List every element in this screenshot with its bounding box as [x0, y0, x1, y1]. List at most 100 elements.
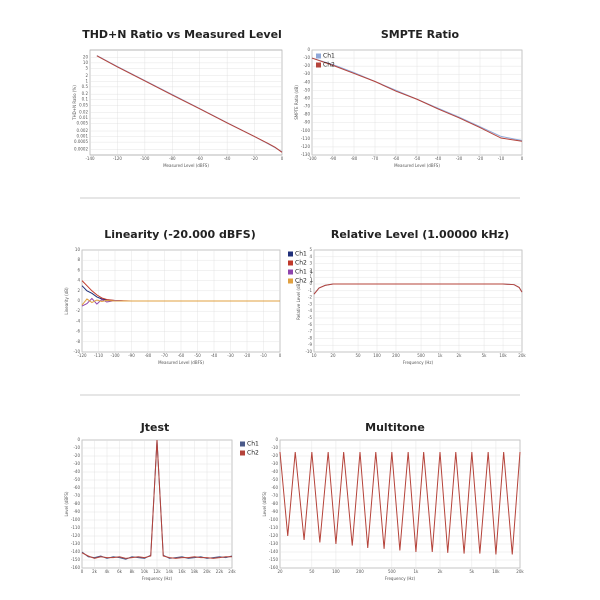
x-tick-label: 50 [355, 353, 361, 358]
x-tick-label: -10 [260, 353, 267, 358]
x-tick-label: 100 [332, 569, 340, 574]
y-tick-label: -40 [303, 79, 310, 84]
x-tick-label: 22k [216, 569, 224, 574]
y-tick-label: 4 [309, 254, 312, 259]
x-axis-label: Frequency (Hz) [142, 576, 173, 581]
y-axis-label: Relative Level (dB) [296, 282, 301, 320]
y-tick-label: -140 [269, 549, 279, 554]
x-tick-label: 2k [438, 569, 444, 574]
y-tick-label: -4 [308, 308, 312, 313]
y-tick-label: -8 [76, 339, 80, 344]
y-tick-label: -110 [71, 525, 81, 530]
y-tick-label: -3 [308, 301, 312, 306]
legend-swatch [288, 251, 293, 257]
x-tick-label: 2k [457, 353, 463, 358]
x-tick-label: -60 [178, 353, 185, 358]
series-line [311, 57, 523, 142]
x-tick-label: 1k [438, 353, 444, 358]
chart-title: THD+N Ratio vs Measured Level [82, 28, 282, 41]
legend-swatch [240, 441, 245, 447]
x-tick-label: -90 [330, 156, 337, 161]
y-tick-label: -60 [303, 95, 310, 100]
x-tick-label: -110 [94, 353, 104, 358]
legend-label: Ch2 [247, 450, 259, 457]
y-axis-label: THD+N Ratio (%) [72, 85, 77, 121]
x-tick-label: 10k [492, 569, 500, 574]
x-tick-label: -20 [244, 353, 251, 358]
plot-area [89, 49, 283, 156]
x-tick-label: -100 [307, 156, 317, 161]
y-tick-label: 0.05 [79, 102, 88, 107]
y-tick-label: -80 [73, 501, 80, 506]
y-tick-label: 5 [85, 65, 88, 70]
x-tick-label: 18k [191, 569, 199, 574]
x-tick-label: -50 [194, 353, 201, 358]
y-tick-label: 0.001 [77, 134, 89, 139]
x-axis-label: Frequency (Hz) [385, 576, 416, 581]
y-tick-label: -6 [308, 322, 312, 327]
x-tick-label: -10 [498, 156, 505, 161]
legend-swatch [288, 260, 293, 266]
x-tick-label: 20k [518, 353, 526, 358]
x-axis-label: Frequency (Hz) [403, 360, 434, 365]
plot-area [313, 249, 523, 353]
legend-swatch [240, 450, 245, 456]
y-tick-label: -20 [303, 63, 310, 68]
y-tick-label: -60 [271, 485, 278, 490]
x-tick-label: 20 [330, 353, 336, 358]
x-tick-label: -50 [414, 156, 421, 161]
y-tick-label: -70 [73, 493, 80, 498]
legend-label: Ch1 [247, 441, 259, 448]
y-tick-label: -4 [76, 318, 80, 323]
y-tick-label: 0.5 [82, 84, 89, 89]
y-tick-label: -40 [73, 469, 80, 474]
y-tick-label: -160 [269, 565, 279, 570]
y-tick-label: -10 [305, 349, 312, 354]
y-tick-label: 0.002 [77, 128, 89, 133]
y-axis-label: Level (dBFS) [64, 491, 69, 516]
y-tick-label: -130 [71, 541, 81, 546]
y-axis-label: SMPTE Ratio (dB) [294, 85, 299, 120]
x-tick-label: 500 [388, 569, 396, 574]
x-tick-label: 24k [228, 569, 236, 574]
y-tick-label: -10 [73, 445, 80, 450]
y-tick-label: 0 [307, 47, 310, 52]
y-tick-label: 6 [77, 267, 80, 272]
y-tick-label: -120 [71, 533, 81, 538]
x-tick-label: -40 [435, 156, 442, 161]
x-axis-label: Measured Level (dBFS) [158, 360, 204, 365]
y-tick-label: 0 [77, 298, 80, 303]
y-tick-label: -70 [303, 104, 310, 109]
y-tick-label: -150 [71, 557, 81, 562]
x-tick-label: 8k [130, 569, 136, 574]
x-tick-label: 10k [141, 569, 149, 574]
x-tick-label: 6k [117, 569, 123, 574]
y-tick-label: -110 [301, 136, 311, 141]
x-tick-label: -120 [113, 156, 123, 161]
legend-label: Ch1 [323, 53, 335, 60]
x-tick-label: -40 [224, 156, 231, 161]
y-tick-label: -30 [271, 461, 278, 466]
y-tick-label: -130 [269, 541, 279, 546]
x-tick-label: 16k [178, 569, 186, 574]
chart-title: SMPTE Ratio [381, 28, 460, 41]
y-tick-label: -20 [271, 453, 278, 458]
x-tick-label: 0 [281, 156, 284, 161]
y-tick-label: -80 [271, 501, 278, 506]
y-tick-label: -150 [269, 557, 279, 562]
x-tick-label: -80 [145, 353, 152, 358]
x-tick-label: 2k [92, 569, 98, 574]
y-tick-label: -110 [269, 525, 279, 530]
x-tick-label: 5k [482, 353, 488, 358]
y-tick-label: -140 [71, 549, 81, 554]
x-tick-label: -80 [169, 156, 176, 161]
y-tick-label: -30 [303, 71, 310, 76]
y-tick-label: 0.01 [79, 115, 88, 120]
y-tick-label: -70 [271, 493, 278, 498]
y-tick-label: -8 [308, 335, 312, 340]
y-tick-label: 0.0002 [74, 146, 88, 151]
y-tick-label: 10 [75, 247, 81, 252]
y-axis-label: Level (dBFS) [262, 491, 267, 516]
series-line [81, 439, 232, 559]
